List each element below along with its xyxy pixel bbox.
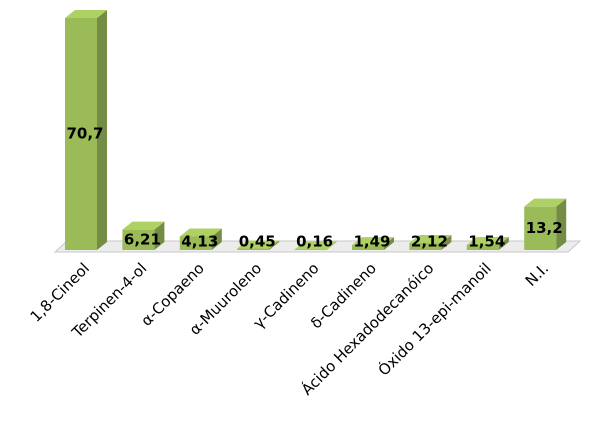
- bar: [237, 248, 270, 250]
- data-label: 2,12: [411, 233, 448, 251]
- bar-top: [237, 240, 280, 249]
- data-label: 4,13: [181, 233, 218, 251]
- bar: [409, 243, 442, 250]
- bar-side: [384, 237, 394, 250]
- bar-top: [122, 221, 165, 230]
- bar-side: [269, 240, 280, 250]
- bar-side: [556, 198, 567, 250]
- bar-side: [326, 241, 337, 250]
- bar-top: [179, 228, 222, 237]
- bar-side: [97, 10, 107, 250]
- data-label: 70,7: [66, 125, 103, 143]
- bar: [352, 245, 384, 250]
- bar-top: [466, 236, 509, 245]
- bar: [179, 236, 212, 250]
- data-label: 0,16: [296, 233, 333, 251]
- bar: [524, 206, 557, 250]
- data-label: 1,54: [468, 233, 505, 251]
- data-label: 1,49: [353, 233, 390, 251]
- bar: [294, 249, 327, 250]
- bar-top: [352, 237, 394, 246]
- bar-top: [65, 10, 107, 18]
- x-tick-label: Óxido 13-epi-manoil: [374, 259, 495, 380]
- bar: [122, 229, 155, 250]
- data-label: 6,21: [124, 230, 161, 248]
- bar-side: [441, 235, 452, 250]
- bar: [65, 18, 97, 250]
- bar-top: [409, 235, 452, 244]
- data-label: 13,2: [526, 219, 563, 237]
- bar-side: [211, 228, 222, 250]
- bar: [466, 244, 499, 250]
- bar-top: [524, 198, 567, 207]
- x-tick-label: N.I.: [522, 259, 553, 290]
- bar-top: [294, 241, 337, 250]
- bar-side: [498, 236, 509, 250]
- data-label: 0,45: [239, 233, 276, 251]
- bar-side: [154, 221, 165, 250]
